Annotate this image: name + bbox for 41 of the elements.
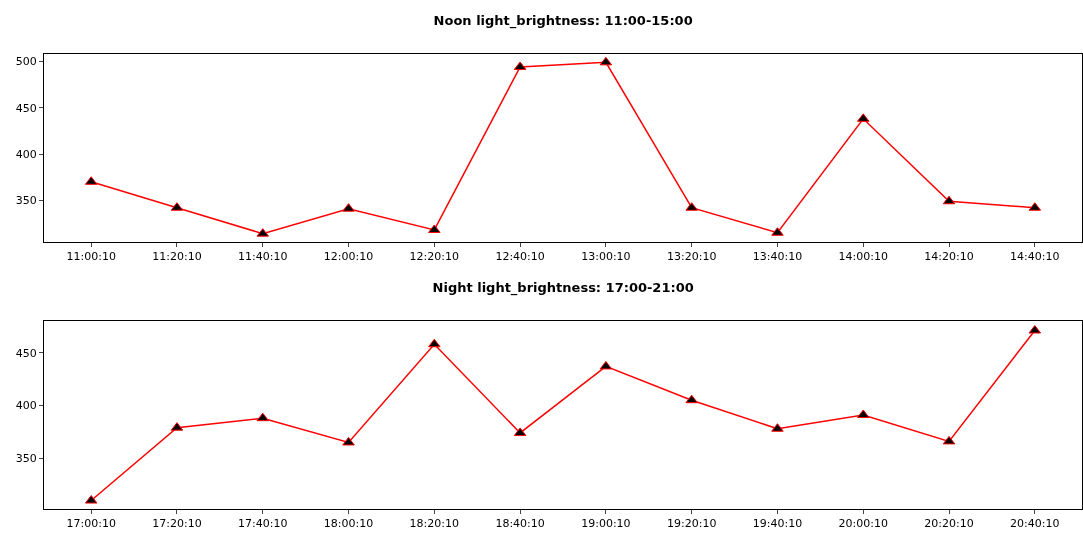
x-tick-label: 14:20:10 [924,250,974,264]
x-tick-label: 18:20:10 [409,517,460,531]
point [942,435,956,445]
x-tick-label: 18:00:10 [323,517,374,531]
x-tick-label: 18:40:10 [495,517,545,531]
x-tick-label: 20:20:10 [924,517,974,531]
x-tick-label: 17:20:10 [152,517,202,531]
point [599,360,613,370]
point [685,394,698,404]
x-tick-label: 20:40:10 [1010,517,1060,531]
x-tick-label: 11:20:10 [152,250,202,264]
x-tick-label: 13:00:10 [581,250,631,264]
x-tick-label: 12:20:10 [409,250,460,264]
point [428,338,441,348]
y-tick-label: 400 [15,399,37,413]
y-tick-label: 450 [15,101,37,115]
x-tick-label: 12:00:10 [323,250,374,264]
x-tick-label: 17:40:10 [238,517,288,531]
x-tick-label: 11:00:10 [66,250,116,264]
y-tick-label: 450 [15,346,37,360]
x-tick-label: 17:00:10 [66,517,116,531]
x-tick-label: 20:00:10 [838,517,888,531]
x-tick-label: 19:20:10 [666,517,717,531]
y-tick-label: 350 [15,452,37,466]
x-tick-label: 19:00:10 [581,517,631,531]
point [599,56,613,66]
chart-title: Night light_brightness: 17:00-21:00 [432,280,694,297]
x-tick-label: 14:00:10 [838,250,888,264]
x-tick-label: 12:40:10 [495,250,545,264]
point [342,436,355,446]
point [942,195,956,205]
point [256,412,270,422]
x-tick-label: 13:40:10 [752,250,803,264]
y-tick-label: 500 [15,55,37,69]
y-tick-label: 350 [15,194,37,208]
y-tick-label: 400 [15,147,37,161]
x-tick-label: 19:40:10 [752,517,803,531]
chart-title: Noon light_brightness: 11:00-15:00 [433,13,693,30]
x-tick-label: 11:40:10 [238,250,288,264]
x-tick-label: 14:40:10 [1010,250,1060,264]
x-tick-label: 13:20:10 [666,250,717,264]
